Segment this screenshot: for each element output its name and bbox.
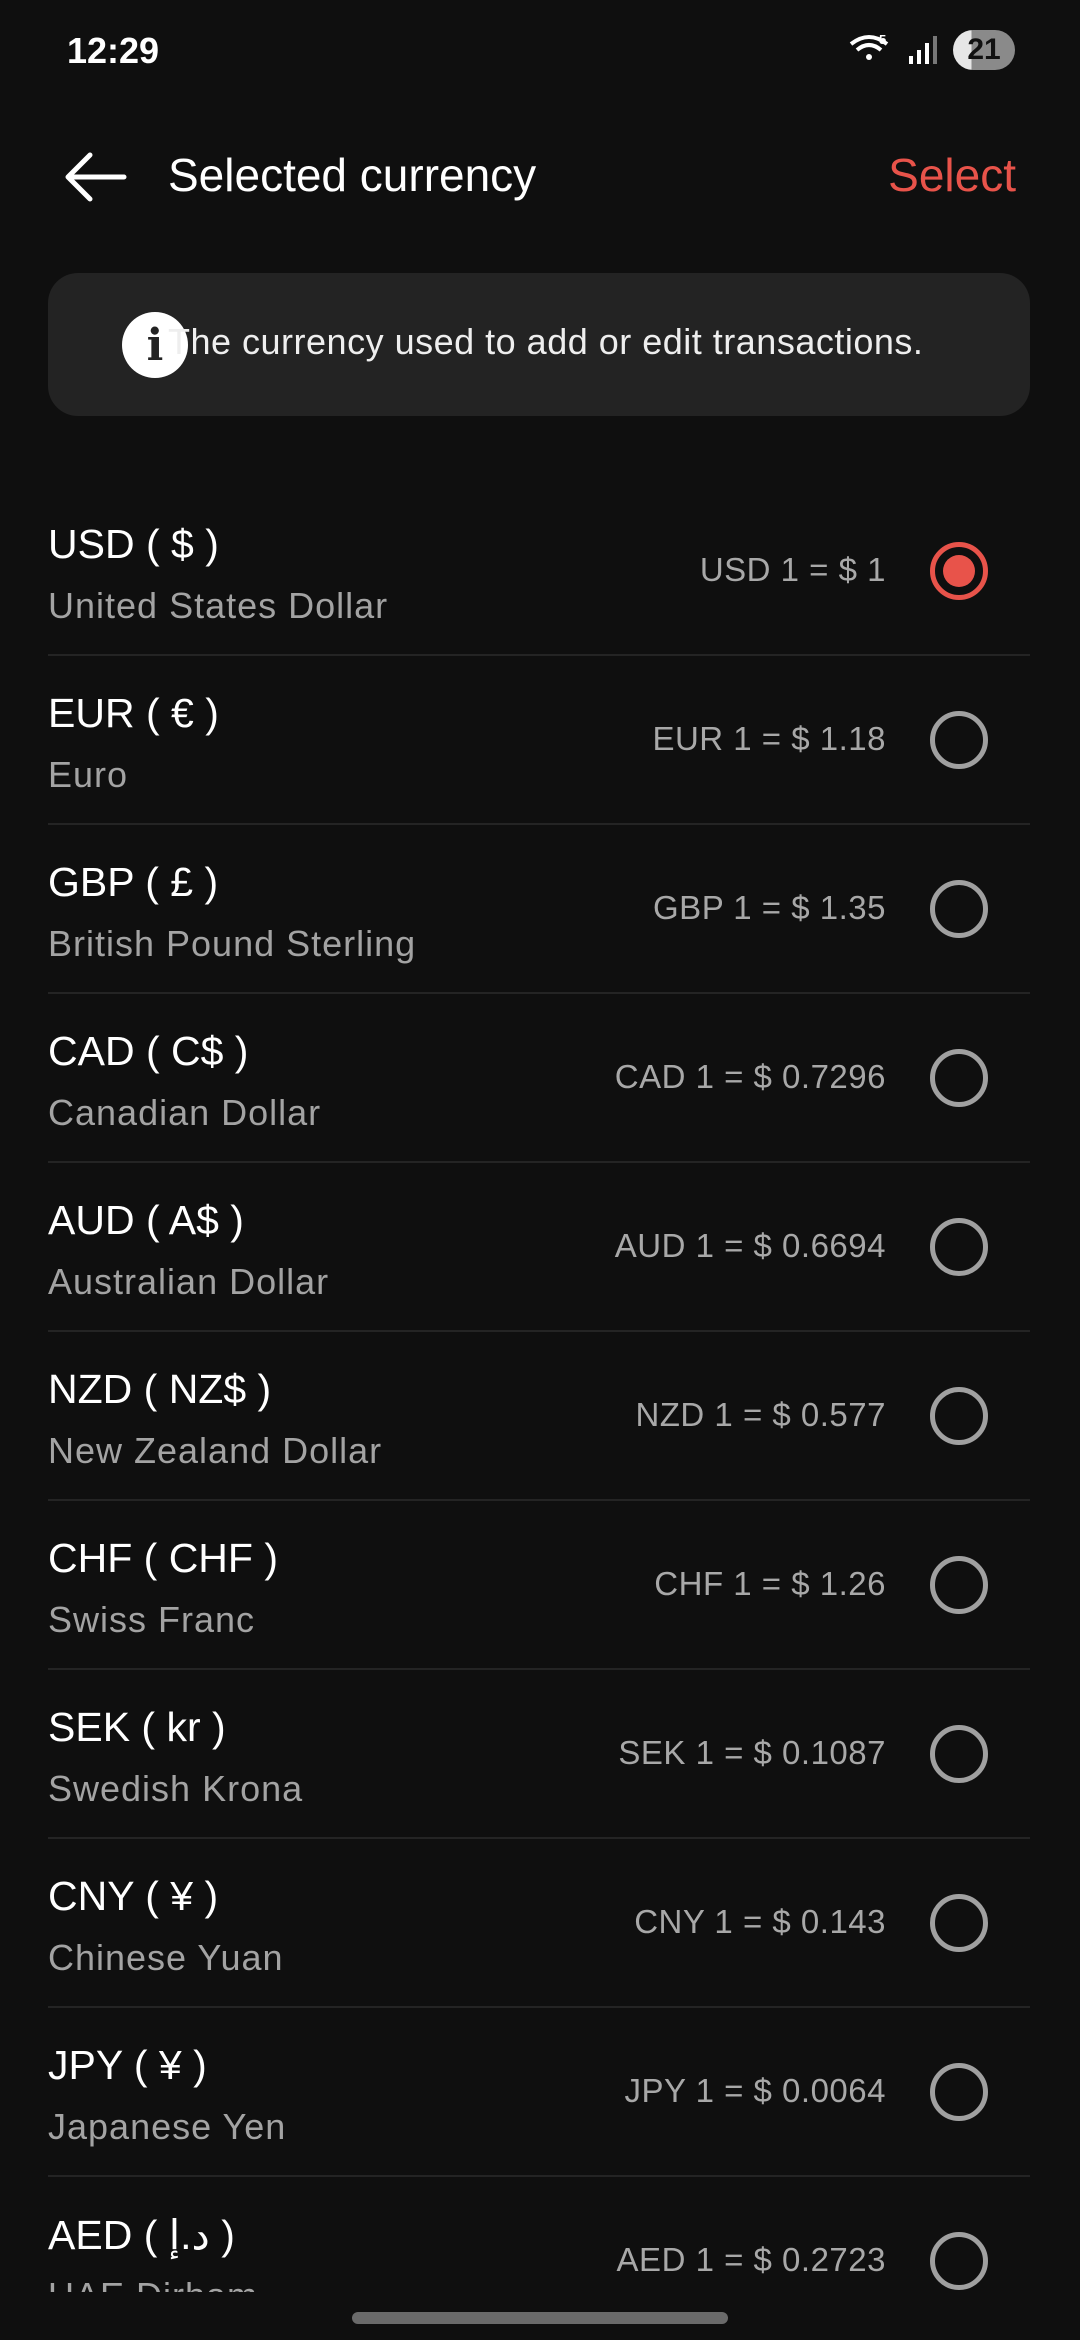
currency-code: CHF ( CHF ) xyxy=(48,1535,279,1581)
exchange-rate: GBP 1 = $ 1.35 xyxy=(653,889,886,926)
battery-icon: 21 xyxy=(953,30,1015,70)
currency-row[interactable]: SEK ( kr ) Swedish Krona SEK 1 = $ 0.108… xyxy=(48,1670,1030,1839)
arrow-left-icon[interactable] xyxy=(62,152,128,202)
currency-code: CAD ( C$ ) xyxy=(48,1028,249,1074)
radio-button[interactable] xyxy=(930,1049,988,1107)
currency-code: USD ( $ ) xyxy=(48,521,219,567)
currency-row[interactable]: AUD ( A$ ) Australian Dollar AUD 1 = $ 0… xyxy=(48,1163,1030,1332)
currency-code: JPY ( ¥ ) xyxy=(48,2042,207,2088)
select-button[interactable]: Select xyxy=(888,149,1016,201)
radio-button[interactable] xyxy=(930,1387,988,1445)
currency-name: Euro xyxy=(48,754,129,795)
currency-name: Canadian Dollar xyxy=(48,1092,322,1133)
currency-code: GBP ( £ ) xyxy=(48,859,219,905)
radio-button[interactable] xyxy=(930,1218,988,1276)
currency-list: USD ( $ ) United States Dollar USD 1 = $… xyxy=(48,487,1030,2292)
exchange-rate: SEK 1 = $ 0.1087 xyxy=(618,1734,886,1771)
currency-row[interactable]: EUR ( € ) Euro EUR 1 = $ 1.18 xyxy=(48,656,1030,825)
status-bar: 12:29 5 21 xyxy=(0,0,1080,100)
status-time: 12:29 xyxy=(67,30,160,71)
currency-row[interactable]: JPY ( ¥ ) Japanese Yen JPY 1 = $ 0.0064 xyxy=(48,2008,1030,2177)
radio-button[interactable] xyxy=(930,880,988,938)
exchange-rate: CAD 1 = $ 0.7296 xyxy=(614,1058,886,1095)
exchange-rate: CHF 1 = $ 1.26 xyxy=(654,1565,886,1602)
radio-button[interactable] xyxy=(930,1725,988,1783)
exchange-rate: NZD 1 = $ 0.577 xyxy=(635,1396,886,1433)
currency-name: Australian Dollar xyxy=(48,1261,330,1302)
svg-text:5: 5 xyxy=(879,32,886,47)
exchange-rate: USD 1 = $ 1 xyxy=(699,551,886,588)
currency-code: AED ( د.إ ) xyxy=(48,2212,235,2258)
signal-icon xyxy=(909,36,937,64)
currency-code: AUD ( A$ ) xyxy=(48,1197,244,1243)
currency-name: New Zealand Dollar xyxy=(48,1430,383,1471)
currency-name: UAE Dirham xyxy=(48,2275,258,2292)
currency-name: British Pound Sterling xyxy=(48,923,417,964)
status-icons: 5 21 xyxy=(849,30,1015,70)
info-text: The currency used to add or edit transac… xyxy=(168,321,924,362)
home-indicator[interactable] xyxy=(352,2312,728,2324)
radio-button[interactable] xyxy=(930,2232,988,2290)
currency-row[interactable]: AED ( د.إ ) UAE Dirham AED 1 = $ 0.2723 xyxy=(48,2177,1030,2292)
currency-code: SEK ( kr ) xyxy=(48,1704,226,1750)
currency-name: Swedish Krona xyxy=(48,1768,304,1809)
currency-code: CNY ( ¥ ) xyxy=(48,1873,219,1919)
radio-button[interactable] xyxy=(930,1894,988,1952)
currency-name: United States Dollar xyxy=(48,585,389,626)
radio-button[interactable] xyxy=(930,2063,988,2121)
exchange-rate: EUR 1 = $ 1.18 xyxy=(652,720,886,757)
wifi-icon: 5 xyxy=(849,32,889,60)
currency-code: EUR ( € ) xyxy=(48,690,219,736)
exchange-rate: AUD 1 = $ 0.6694 xyxy=(614,1227,886,1264)
page-title: Selected currency xyxy=(168,149,537,201)
currency-row[interactable]: USD ( $ ) United States Dollar USD 1 = $… xyxy=(48,487,1030,656)
currency-row[interactable]: NZD ( NZ$ ) New Zealand Dollar NZD 1 = $… xyxy=(48,1332,1030,1501)
app-header: Selected currency Select xyxy=(0,130,1080,225)
exchange-rate: AED 1 = $ 0.2723 xyxy=(616,2241,886,2278)
exchange-rate: CNY 1 = $ 0.143 xyxy=(634,1903,886,1940)
radio-button[interactable] xyxy=(930,1556,988,1614)
currency-name: Chinese Yuan xyxy=(48,1937,284,1978)
currency-row[interactable]: CAD ( C$ ) Canadian Dollar CAD 1 = $ 0.7… xyxy=(48,994,1030,1163)
radio-button[interactable] xyxy=(930,542,988,600)
radio-button[interactable] xyxy=(930,711,988,769)
currency-row[interactable]: GBP ( £ ) British Pound Sterling GBP 1 =… xyxy=(48,825,1030,994)
currency-code: NZD ( NZ$ ) xyxy=(48,1366,272,1412)
currency-row[interactable]: CHF ( CHF ) Swiss Franc CHF 1 = $ 1.26 xyxy=(48,1501,1030,1670)
currency-row[interactable]: CNY ( ¥ ) Chinese Yuan CNY 1 = $ 0.143 xyxy=(48,1839,1030,2008)
info-banner: i The currency used to add or edit trans… xyxy=(48,273,1030,416)
currency-name: Japanese Yen xyxy=(48,2106,287,2147)
exchange-rate: JPY 1 = $ 0.0064 xyxy=(624,2072,886,2109)
info-icon: i xyxy=(122,312,188,378)
currency-name: Swiss Franc xyxy=(48,1599,256,1640)
